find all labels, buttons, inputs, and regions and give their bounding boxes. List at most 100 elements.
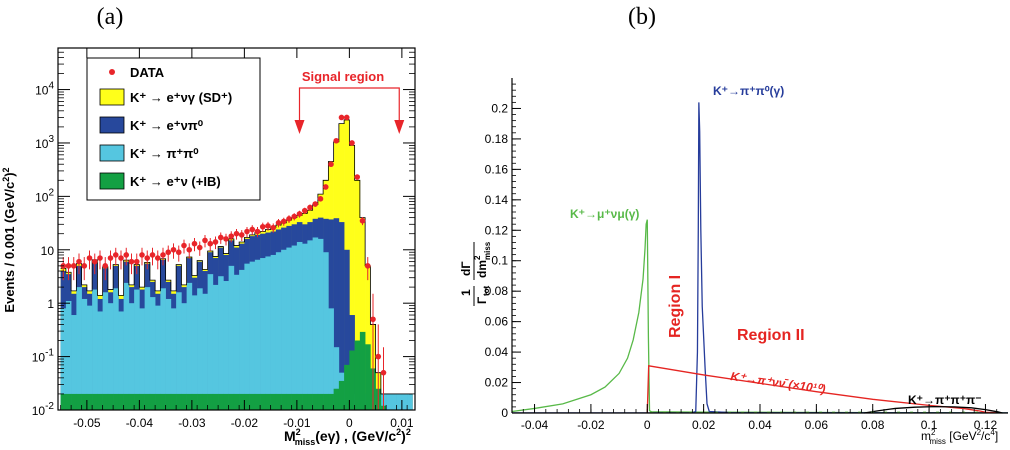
bar-ke2	[317, 393, 324, 410]
data-point	[380, 369, 387, 376]
data-point	[233, 230, 240, 237]
x-tick-label-a: -0.01	[283, 416, 311, 430]
bar-pipi	[286, 247, 292, 410]
bar-pipi	[144, 287, 151, 410]
x-tick-label-b: -0.04	[521, 418, 549, 432]
legend-marker-data	[109, 69, 115, 75]
x-tick-label-a: -0.03	[178, 416, 206, 430]
bar-ke2	[76, 393, 82, 410]
svg-text:Γ: Γ	[475, 296, 489, 304]
data-point	[301, 207, 308, 214]
series-label-kmu2: K⁺→μ⁺νμ(γ)	[570, 207, 639, 221]
x-tick-label-a: -0.04	[126, 416, 154, 430]
bar-ke2	[92, 393, 98, 410]
bar-ke2	[118, 393, 124, 410]
bar-pipi	[249, 261, 256, 410]
bar-pipi	[328, 308, 334, 410]
signal-arrow-right	[394, 120, 405, 134]
bar-pipi	[202, 293, 208, 410]
data-point	[249, 226, 256, 233]
bar-ke2	[223, 393, 229, 410]
data-point	[228, 233, 235, 239]
bar-ke2	[270, 393, 277, 410]
bar-ke2	[176, 393, 182, 410]
bar-pipi	[65, 300, 72, 410]
bar-pipi	[281, 249, 287, 410]
y-tick-label-b: 0.14	[485, 193, 509, 207]
bar-pipi	[233, 274, 240, 410]
data-point	[102, 263, 109, 269]
data-point	[286, 216, 292, 222]
bar-ke2	[275, 393, 282, 410]
bar-pipi	[296, 241, 303, 410]
y-tick-label-a: 10	[41, 244, 55, 258]
legend-label-pipi: K⁺ → π⁺π⁰	[130, 146, 199, 161]
data-point	[154, 255, 161, 261]
data-point	[312, 201, 319, 207]
svg-text:2: 2	[473, 255, 482, 260]
svg-text:dm: dm	[475, 260, 489, 278]
bar-pipi	[302, 243, 308, 410]
bar-pipi	[86, 305, 93, 410]
x-tick-label-a: 0.01	[390, 416, 414, 430]
bar-pipi	[317, 238, 324, 410]
bar-ke2	[228, 393, 235, 410]
data-point	[265, 223, 271, 229]
bar-pipi	[76, 287, 82, 410]
bar-pipi	[149, 297, 156, 410]
signal-region-label: Signal region	[302, 69, 384, 84]
bar-ke2	[254, 393, 261, 410]
data-point	[223, 236, 229, 242]
data-point	[123, 252, 130, 258]
signal-bracket	[298, 87, 400, 120]
bar-e3	[333, 218, 340, 410]
bar-ke2	[128, 393, 135, 410]
bar-ke2	[359, 331, 366, 410]
axes-b: -0.04 -0.02 0 0.02 0.04 0.06 0.08 0.1 0.12 0 0.02 0…	[485, 83, 997, 432]
data-point	[364, 263, 371, 269]
data-point	[354, 174, 361, 180]
bar-ke2	[312, 393, 319, 410]
data-point	[139, 252, 145, 258]
bar-pipi	[228, 265, 235, 410]
data-point	[175, 249, 182, 256]
svg-text:miss: miss	[483, 241, 492, 260]
legend-swatch-pipi	[99, 144, 125, 162]
bar-ke2	[291, 393, 298, 410]
y-tick-label-b: 0.18	[485, 132, 509, 146]
bar-ke2	[113, 393, 119, 410]
y-tick-label-b: 0.12	[485, 223, 509, 237]
data-point	[149, 252, 156, 258]
data-point	[238, 232, 245, 238]
series-label-k3pi: K⁺→π⁺π⁺π⁻	[908, 393, 982, 407]
data-point	[375, 353, 382, 360]
axes-a: -0.05 -0.04 -0.03 -0.02 -0.01 0 0.01 10-2 10-1 1 1…	[32, 47, 415, 430]
bar-ke2	[344, 364, 350, 410]
bar-ke2	[86, 393, 93, 410]
legend-swatch-e3	[99, 116, 125, 134]
bar-pipi	[165, 298, 172, 410]
series-label-pnn: K⁺→π⁺νν̄ (×10¹⁰)	[730, 369, 827, 396]
data-point	[254, 228, 261, 235]
data-point	[196, 244, 203, 251]
bar-ke2	[149, 393, 156, 410]
signal-arrow-left	[294, 120, 305, 134]
bar-pipi	[97, 311, 103, 410]
region-label-1: Region I	[667, 275, 684, 338]
bar-pipi	[71, 315, 77, 410]
data-point	[212, 239, 219, 245]
bar-ke2	[265, 393, 271, 410]
bar-ke2	[260, 393, 266, 410]
bar-ke2	[71, 393, 77, 410]
bar-pipi	[218, 276, 224, 410]
bar-ke2	[81, 393, 88, 410]
bar-ke2	[102, 393, 109, 410]
chart-b: -0.04 -0.02 0 0.02 0.04 0.06 0.08 0.1 0.1200.020…	[459, 78, 1009, 446]
y-tick-label-a: 1	[47, 297, 54, 311]
data-point	[65, 263, 72, 269]
data-point	[86, 255, 93, 261]
data-point	[359, 217, 366, 224]
bar-ke2	[197, 393, 203, 410]
y-tick-label-a: 104	[35, 81, 54, 98]
